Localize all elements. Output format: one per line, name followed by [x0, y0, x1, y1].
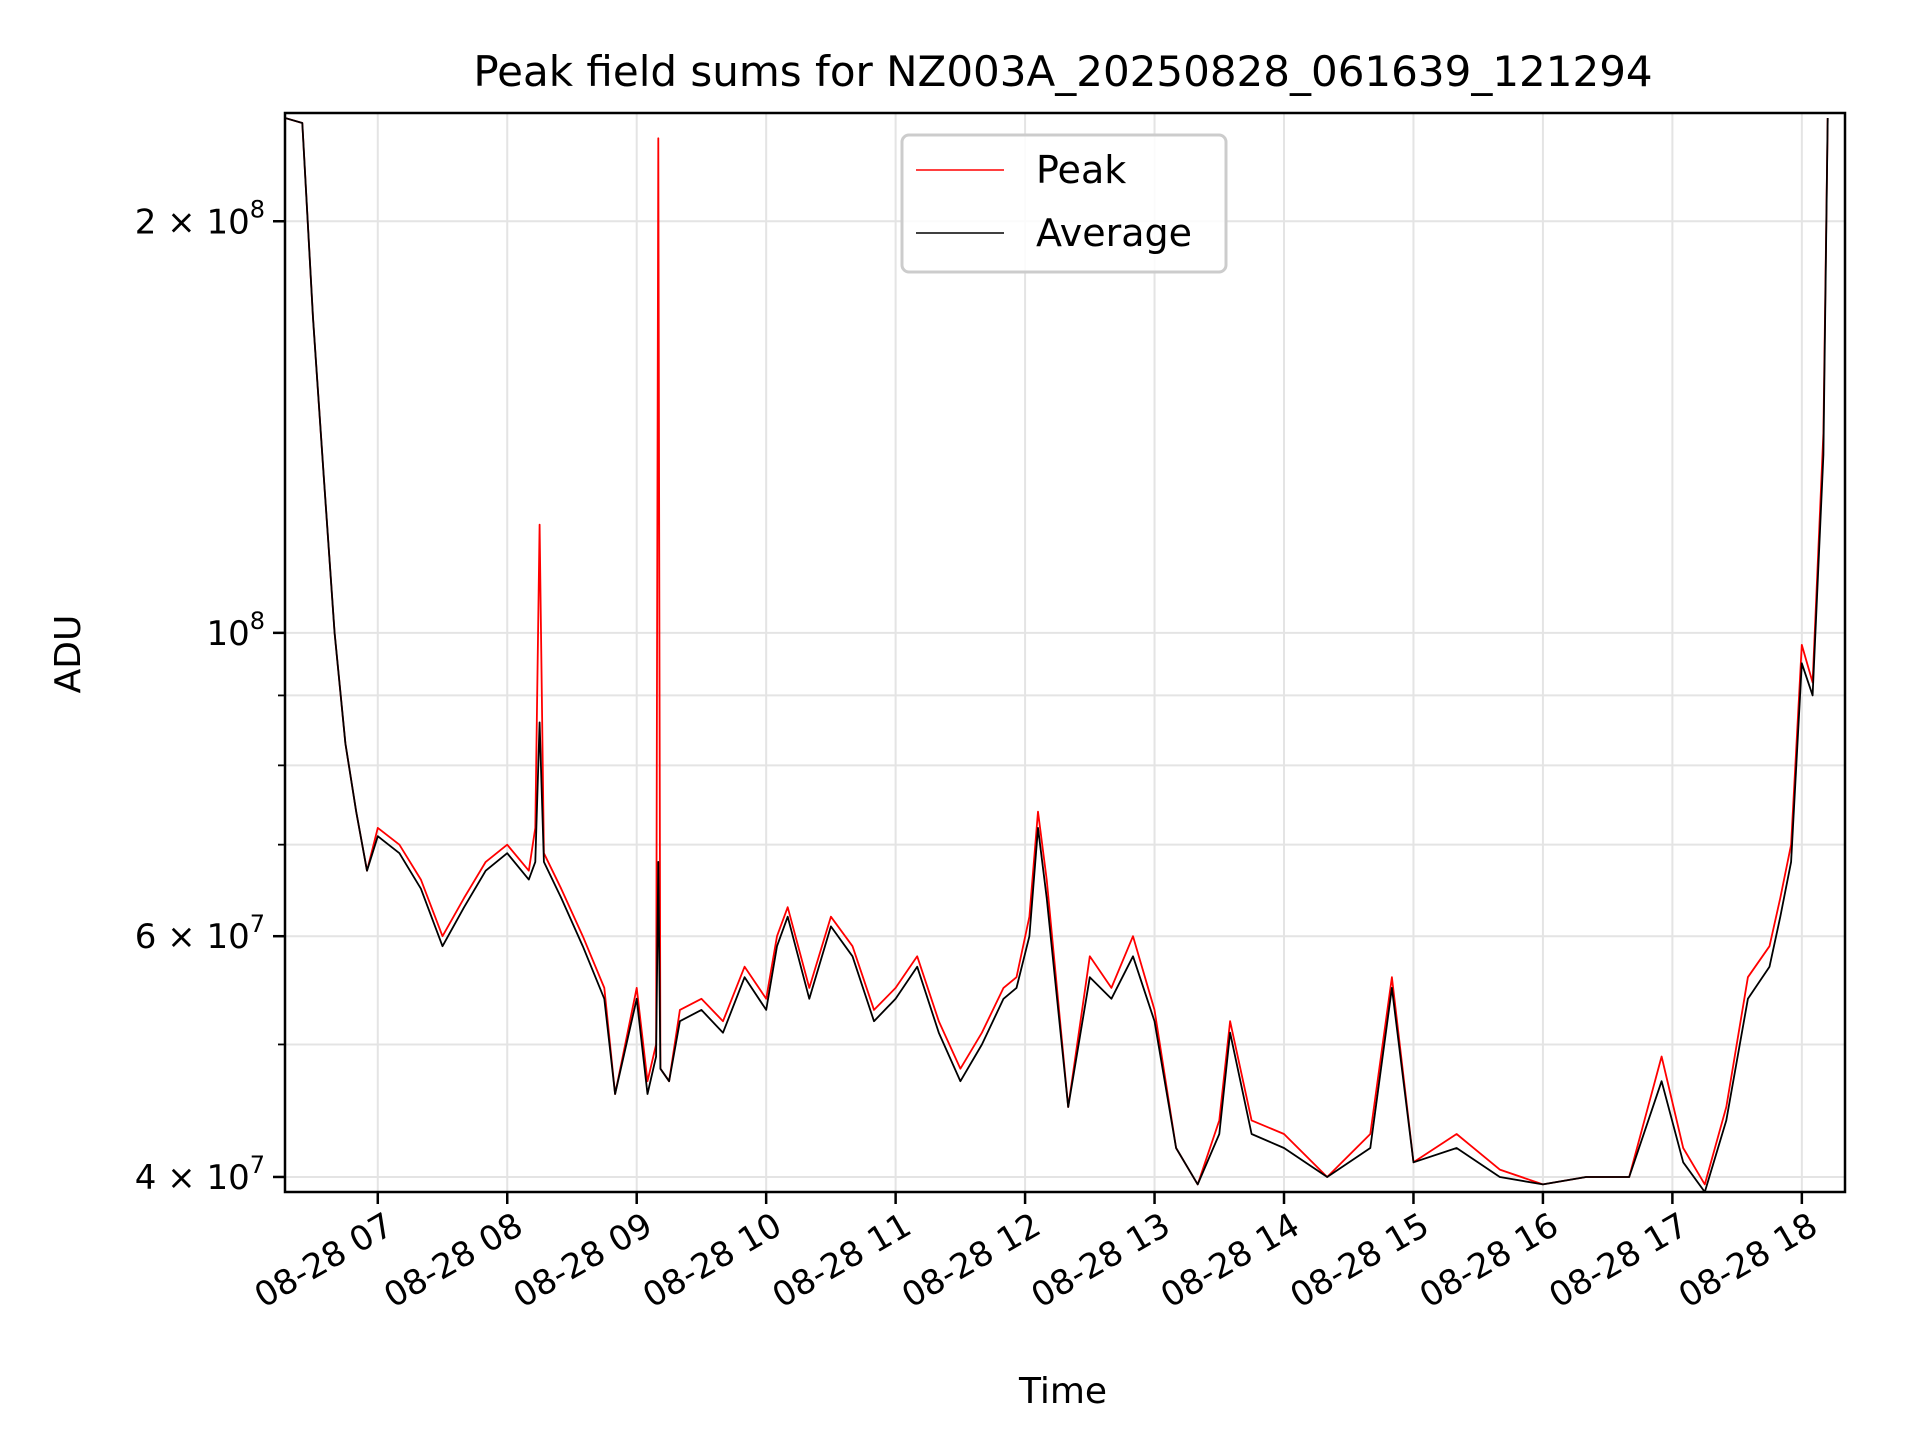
- x-tick-label: 08-28 12: [895, 1205, 1047, 1316]
- x-tick-label: 08-28 18: [1672, 1205, 1824, 1316]
- x-tick-label: 08-28 07: [248, 1205, 400, 1316]
- x-axis-label: Time: [1018, 1371, 1107, 1412]
- y-tick-label: 2 × 108: [135, 195, 265, 242]
- axis-ticks: [273, 220, 1804, 1204]
- series-line-peak: [285, 117, 1829, 1186]
- y-tick-labels: 4 × 107 6 × 107 108 2 × 108: [135, 195, 265, 1198]
- plot-frame: [283, 111, 1847, 1194]
- series-layer: [285, 117, 1829, 1192]
- x-tick-label: 08-28 13: [1025, 1205, 1177, 1316]
- y-tick-label: 4 × 107: [135, 1151, 265, 1198]
- legend-label-average: Average: [1036, 211, 1192, 255]
- y-axis-label: ADU: [48, 615, 89, 694]
- x-tick-label: 08-28 17: [1542, 1205, 1694, 1316]
- grid: [285, 113, 1845, 1192]
- x-tick-label: 08-28 08: [377, 1205, 529, 1316]
- x-tick-label: 08-28 10: [636, 1205, 788, 1316]
- x-tick-label: 08-28 09: [507, 1205, 659, 1316]
- legend-label-peak: Peak: [1036, 148, 1126, 192]
- y-tick-label: 6 × 107: [135, 910, 265, 957]
- x-tick-label: 08-28 16: [1413, 1205, 1565, 1316]
- x-tick-label: 08-28 15: [1284, 1205, 1436, 1316]
- series-line-average: [285, 117, 1829, 1192]
- legend: Peak Average: [900, 133, 1228, 274]
- chart-title: Peak field sums for NZ003A_20250828_0616…: [473, 47, 1652, 96]
- x-tick-label: 08-28 11: [766, 1205, 918, 1316]
- y-tick-label: 108: [206, 607, 265, 654]
- x-tick-label: 08-28 14: [1154, 1205, 1306, 1316]
